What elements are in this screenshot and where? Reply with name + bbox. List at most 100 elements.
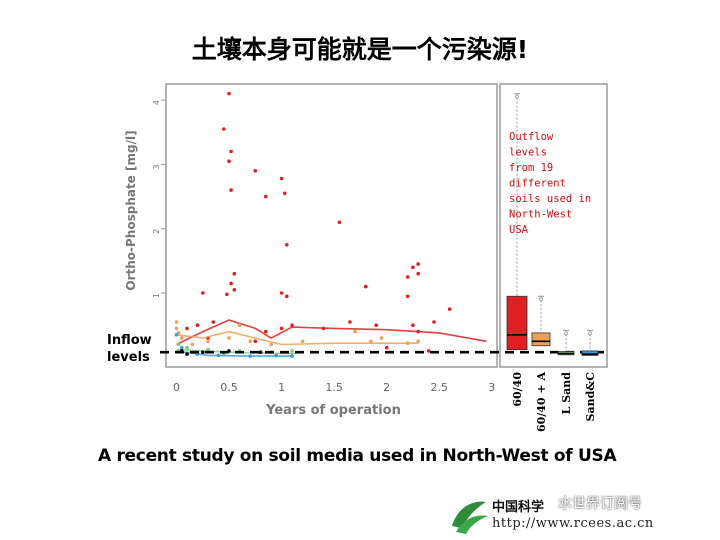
data-point-red xyxy=(416,271,421,276)
data-point-red xyxy=(229,281,233,286)
data-point-orange xyxy=(174,326,179,331)
data-point-orange xyxy=(405,341,410,346)
data-point-red xyxy=(290,323,294,328)
data-point-orange xyxy=(180,336,184,340)
box-body xyxy=(531,332,551,347)
data-point-green xyxy=(206,347,210,352)
scatter-panel-frame xyxy=(165,83,498,368)
x-tick-label: 2 xyxy=(383,381,390,394)
x-tick-label: 1.5 xyxy=(325,381,343,394)
data-point-red xyxy=(363,284,368,289)
data-point-red xyxy=(432,320,436,324)
data-point-red xyxy=(348,320,352,324)
data-point-blue xyxy=(274,353,279,358)
data-point-blue xyxy=(180,345,184,350)
data-point-dark xyxy=(201,350,205,355)
slide-caption: A recent study on soil media used in Nor… xyxy=(98,446,617,466)
x-tick-label: 2.5 xyxy=(430,381,448,394)
data-point-dark xyxy=(185,352,189,356)
data-point-blue xyxy=(248,354,252,358)
data-point-red xyxy=(285,243,289,247)
wechat-watermark: 水世界订阅号 xyxy=(558,496,642,512)
x-tick-label: 0.5 xyxy=(220,381,238,394)
box-category-label: L Sand xyxy=(560,372,573,415)
data-point-red xyxy=(232,271,237,276)
data-point-green xyxy=(185,345,189,350)
leaf-logo-icon xyxy=(452,501,488,534)
x-tick-label: 0 xyxy=(173,381,180,394)
data-point-orange xyxy=(369,339,373,344)
data-point-red xyxy=(416,262,421,266)
y-axis-label: Ortho-Phosphate [mg/l] xyxy=(124,130,138,290)
data-point-red xyxy=(374,323,379,328)
data-point-red xyxy=(264,194,268,199)
logo-chinese-text: 中国科学 xyxy=(492,500,545,515)
data-point-red xyxy=(227,159,231,163)
data-point-red xyxy=(337,220,342,225)
data-point-red xyxy=(229,149,233,154)
data-point-orange xyxy=(227,336,231,340)
x-tick-label: 3 xyxy=(488,381,495,394)
box-body xyxy=(506,295,528,351)
data-point-red xyxy=(279,176,284,181)
outlier-point xyxy=(564,331,568,336)
data-point-red xyxy=(279,326,284,331)
outlier-point xyxy=(588,331,592,336)
data-point-red xyxy=(225,292,229,297)
data-point-red xyxy=(279,291,284,295)
data-point-red xyxy=(416,329,421,334)
inflow-label: Inflow levels xyxy=(107,333,152,365)
data-point-red xyxy=(253,169,258,173)
outlier-point xyxy=(539,297,543,302)
data-point-orange xyxy=(300,339,305,344)
data-point-red xyxy=(321,326,326,331)
outflow-annotation: Outflow levels from 19 different soils used … xyxy=(509,131,591,236)
data-point-red xyxy=(282,191,287,196)
box-category-label: Sand&C xyxy=(584,372,597,422)
data-point-blue xyxy=(174,333,179,337)
rcees-logo: 中国科学 http://www.rcees.ac.cn 水世界订阅号 xyxy=(448,496,718,536)
y-tick-label: 1 xyxy=(152,293,161,298)
data-point-red xyxy=(211,320,216,324)
data-point-orange xyxy=(416,339,421,344)
data-point-red xyxy=(411,265,415,270)
data-point-orange xyxy=(248,339,252,344)
data-point-red xyxy=(195,323,200,328)
logo-url: http://www.rcees.ac.cn xyxy=(492,516,654,531)
data-point-orange xyxy=(269,342,273,347)
data-point-red xyxy=(222,127,226,131)
y-tick-label: 3 xyxy=(152,164,161,169)
outlier-point xyxy=(515,94,519,99)
data-point-red xyxy=(405,294,410,299)
y-tick-label: 4 xyxy=(152,100,161,105)
data-point-red xyxy=(426,349,431,353)
data-point-red xyxy=(227,91,231,96)
data-point-red xyxy=(229,188,233,192)
box-category-label: 60/40 xyxy=(511,372,524,407)
data-point-red xyxy=(405,275,410,279)
data-point-blue xyxy=(290,354,294,358)
data-point-orange xyxy=(206,339,210,344)
data-point-red xyxy=(253,339,258,344)
data-point-red xyxy=(384,345,389,350)
data-point-green xyxy=(176,342,181,347)
data-point-orange xyxy=(353,329,357,334)
y-tick-label: 2 xyxy=(152,229,161,234)
data-point-green xyxy=(290,349,294,353)
data-point-blue xyxy=(216,353,221,358)
trend-line-red xyxy=(176,319,487,346)
data-point-dark xyxy=(258,350,263,355)
x-axis-label: Years of operation xyxy=(265,403,401,418)
trend-line-orange xyxy=(176,330,419,346)
data-point-red xyxy=(185,326,189,331)
data-point-orange xyxy=(174,320,179,324)
slide-title: 土壤本身可能就是一个污染源! xyxy=(191,35,529,64)
box-panel-frame xyxy=(499,83,608,368)
data-point-orange xyxy=(237,323,242,328)
box-body xyxy=(581,350,599,356)
box-category-label: 60/40 + A xyxy=(535,372,548,433)
data-point-red xyxy=(264,329,268,334)
data-point-red xyxy=(411,323,415,328)
data-point-orange xyxy=(379,336,384,340)
